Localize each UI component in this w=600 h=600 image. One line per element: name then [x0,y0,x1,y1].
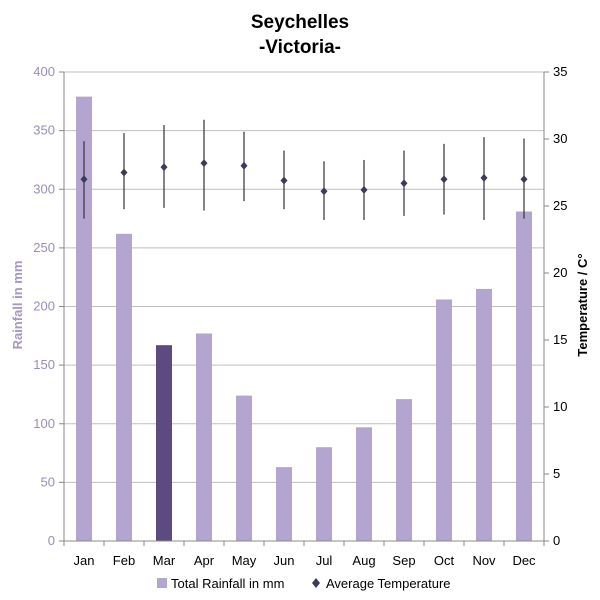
legend-marker-temperature [312,578,320,588]
y-tick-label-left: 200 [33,299,55,314]
temperature-point [520,175,528,184]
temperature-point [120,168,128,177]
rainfall-bar [356,427,372,541]
y-tick-label-right: 5 [553,466,560,481]
rainfall-bar [156,345,172,541]
y-tick-label-right: 30 [553,131,567,146]
x-tick-label: Jul [316,553,333,568]
x-tick-label: Jun [274,553,295,568]
rainfall-bars [76,96,532,541]
rainfall-bar [516,211,532,541]
y-tick-label-left: 250 [33,240,55,255]
x-tick-label: May [232,553,257,568]
axes: 0 50 100 150 200 250 300 350 400 0 5 10 15 20 25 30 35 Ja… [33,64,567,568]
x-tick-label: Oct [434,553,455,568]
temperature-point [200,159,208,168]
temperature-point [400,179,408,188]
y-tick-label-right: 20 [553,265,567,280]
y-axis-label-left: Rainfall in mm [10,261,25,350]
temperature-point [320,187,328,196]
x-tick-label: Aug [352,553,375,568]
temperature-point [480,173,488,182]
temperature-point [160,163,168,172]
temperature-point [80,175,88,184]
rainfall-bar [476,288,492,541]
y-tick-label-left: 100 [33,416,55,431]
rainfall-bar [396,399,412,541]
gridlines [64,71,544,542]
legend: Total Rainfall in mm Average Temperature [157,576,451,591]
legend-swatch-rainfall [157,578,167,588]
legend-label-temperature: Average Temperature [326,576,451,591]
y-tick-label-left: 350 [33,123,55,138]
x-tick-label: Jan [74,553,95,568]
rainfall-bar [76,96,92,541]
y-tick-label-right: 35 [553,64,567,79]
x-tick-label: Dec [512,553,536,568]
rainfall-bar [316,447,332,541]
temperature-point [280,176,288,185]
rainfall-bar [116,233,132,541]
rainfall-bar [196,333,212,541]
x-tick-label: Feb [113,553,135,568]
y-axis-label-right: Temperature / C° [575,253,590,356]
rainfall-bar [236,395,252,541]
temperature-point [440,175,448,184]
temperature-point [240,161,248,170]
x-tick-label: Apr [194,553,215,568]
y-tick-label-left: 0 [48,533,55,548]
y-tick-label-right: 25 [553,198,567,213]
rainfall-bar [276,467,292,541]
x-tick-label: Nov [472,553,496,568]
chart-subtitle: -Victoria- [259,37,341,58]
y-tick-label-right: 15 [553,332,567,347]
legend-label-rainfall: Total Rainfall in mm [171,576,284,591]
x-tick-label: Sep [392,553,415,568]
y-tick-label-left: 400 [33,64,55,79]
y-tick-label-left: 50 [41,474,55,489]
rainfall-bar [436,299,452,541]
y-tick-label-left: 150 [33,357,55,372]
temperature-point [360,185,368,194]
chart-title: Seychelles [251,12,349,33]
temperature-markers [80,119,528,220]
y-tick-label-left: 300 [33,181,55,196]
x-tick-label: Mar [153,553,176,568]
y-tick-label-right: 0 [553,533,560,548]
y-tick-label-right: 10 [553,399,567,414]
